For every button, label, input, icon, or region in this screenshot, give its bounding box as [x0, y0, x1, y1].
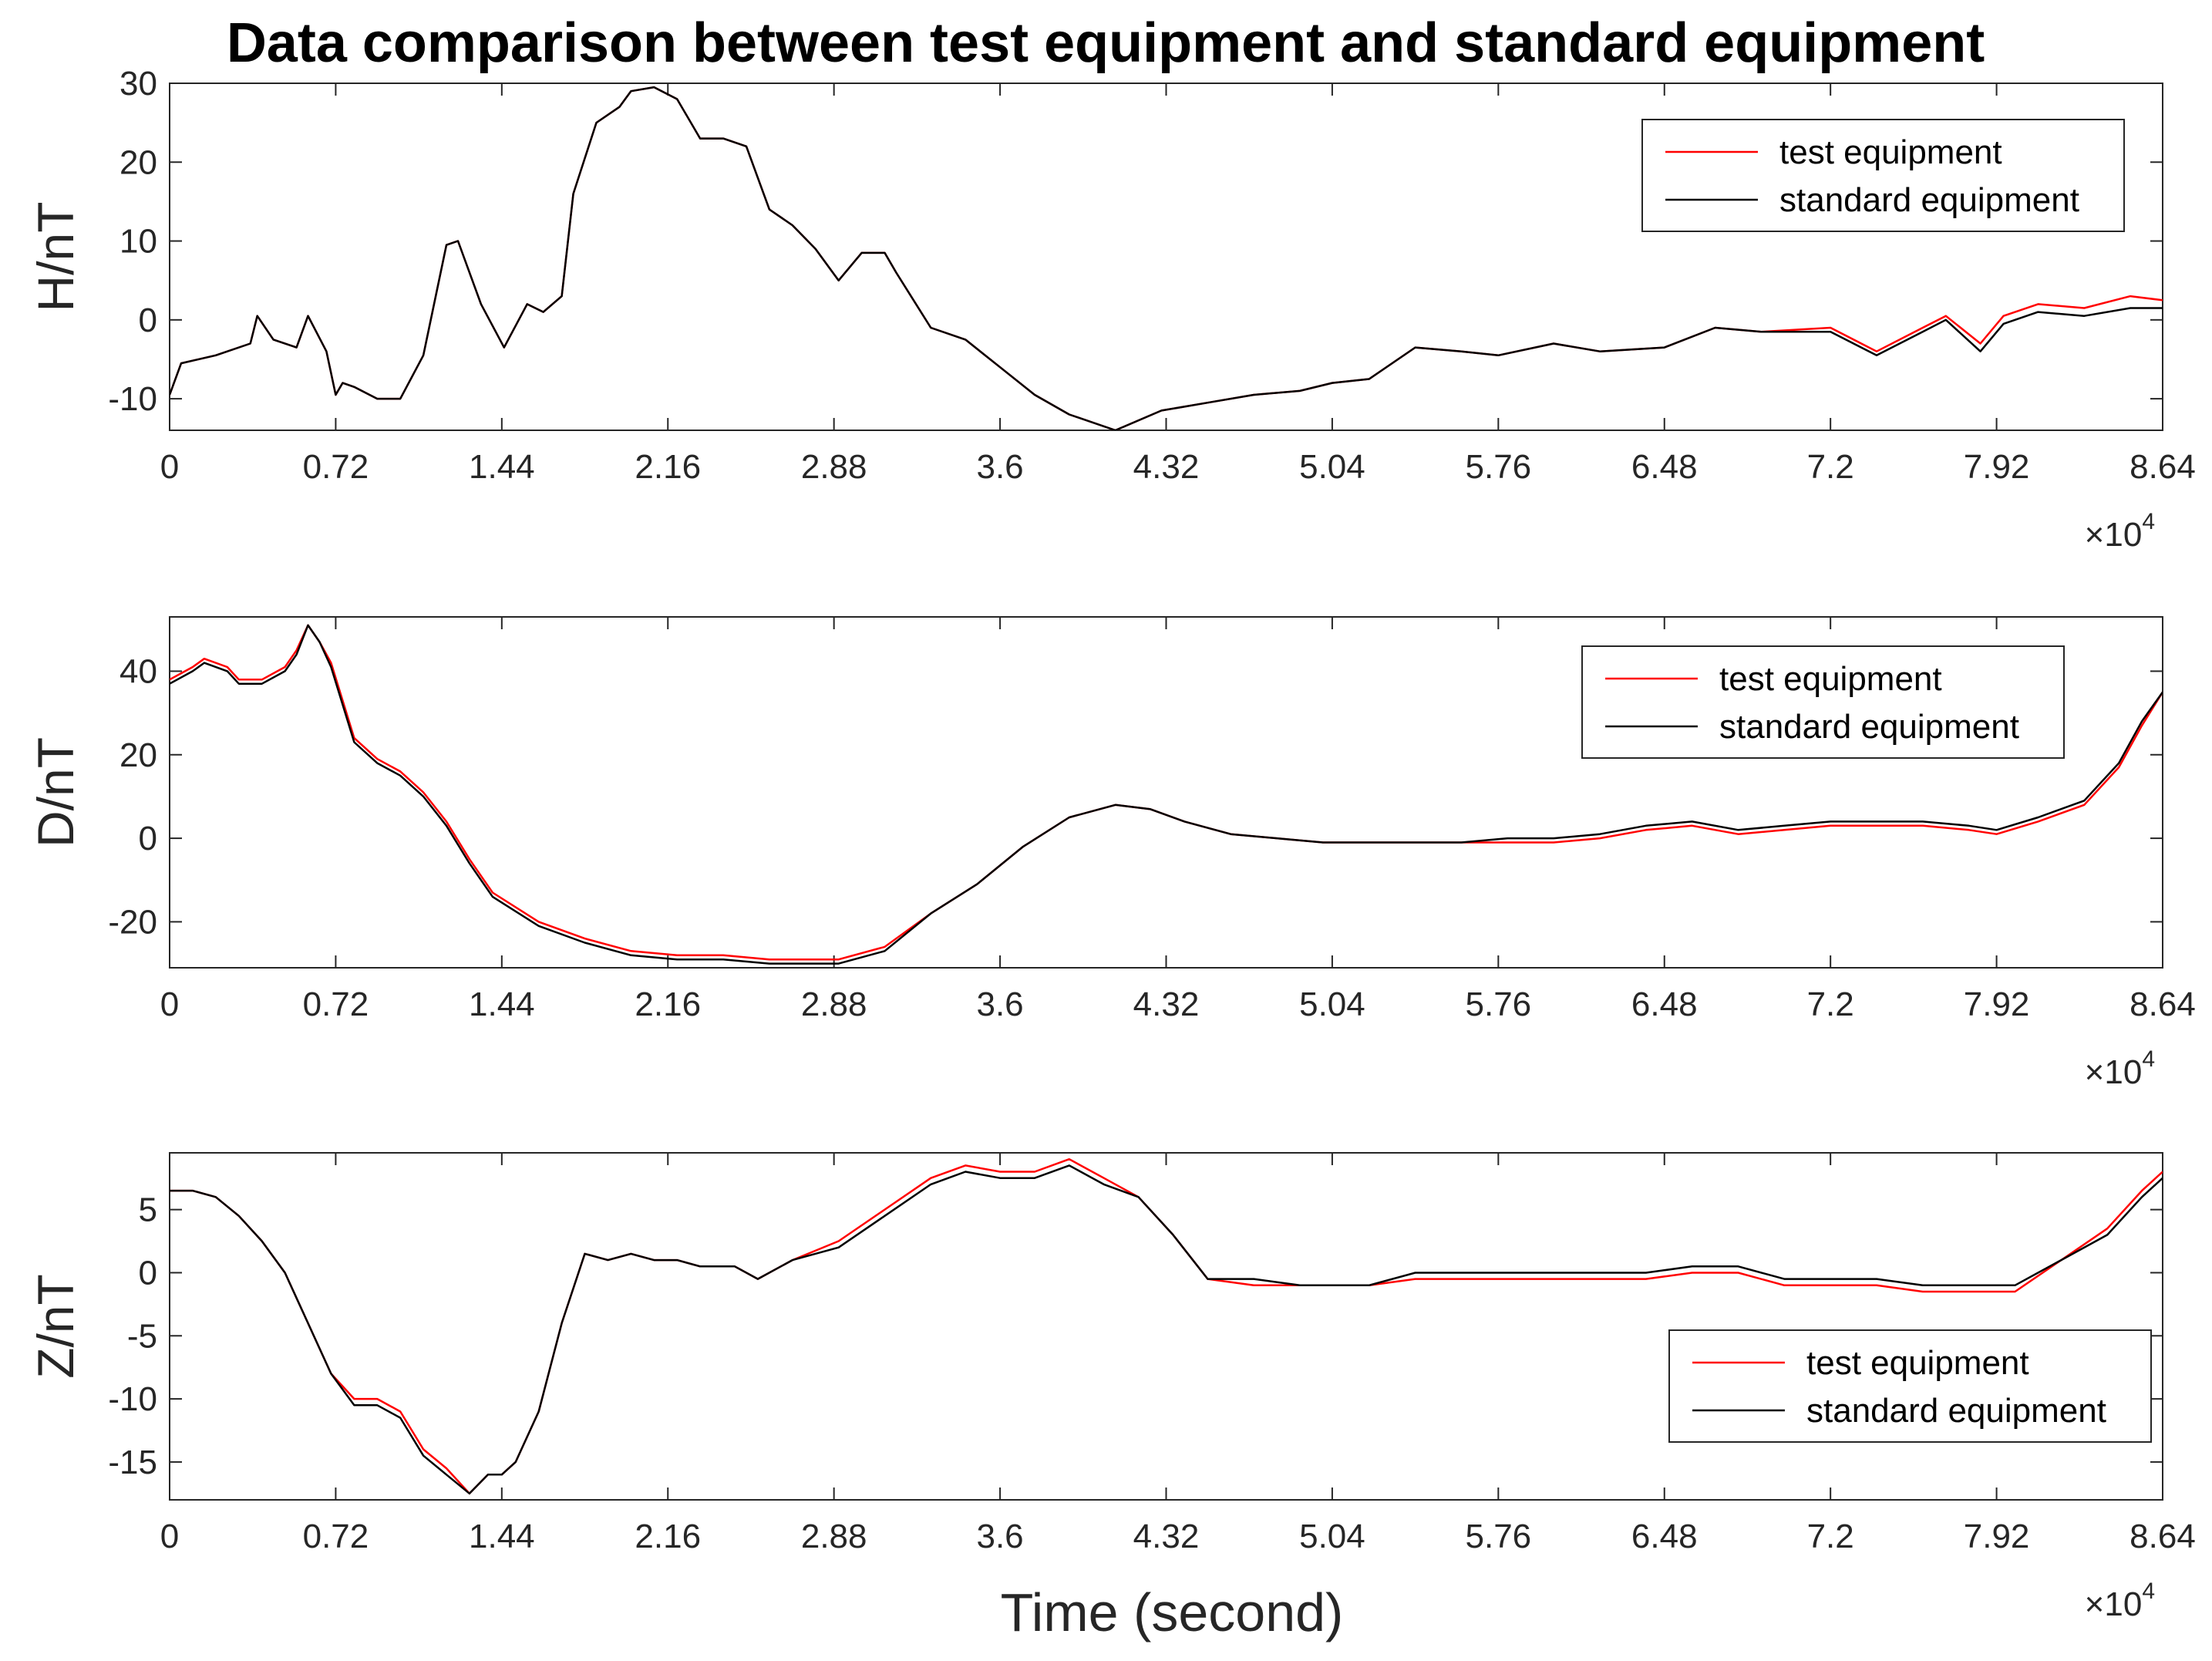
x-tick-label: 2.16: [635, 1518, 701, 1555]
y-tick-label: -5: [127, 1317, 157, 1355]
y-axis-label: D/nT: [27, 737, 84, 847]
x-tick-label: 7.92: [1964, 448, 2030, 486]
y-tick-label: 30: [120, 65, 157, 103]
y-tick-label: -10: [108, 380, 157, 418]
x-tick-label: 2.16: [635, 985, 701, 1023]
x-tick-label: 2.16: [635, 448, 701, 486]
y-tick-label: 0: [139, 1254, 157, 1292]
x-tick-label: 8.64: [2130, 448, 2196, 486]
panel-d-nt: 0 0.72 1.44 2.16 2.88 3.6 4.32 5.04 5.76 6.48 7.2 7…: [27, 616, 2196, 1091]
series-line-test-equipment: [170, 1157, 2163, 1495]
x-tick-label: 2.88: [801, 448, 867, 486]
x-tick-label: 4.32: [1133, 985, 1200, 1023]
series-line-standard-equipment: [170, 624, 2163, 965]
axes-box: [169, 1152, 2163, 1501]
series-line-standard-equipment: [170, 1164, 2163, 1495]
y-tick-label: 20: [120, 143, 157, 181]
legend-box: [1641, 119, 2125, 232]
y-tick-label: -20: [108, 903, 157, 941]
legend-box: [1668, 1329, 2152, 1443]
x-tick-label: 3.6: [976, 1518, 1023, 1555]
legend-label-test: test equipment: [1806, 1344, 2029, 1382]
x-tick-label: 1.44: [469, 985, 535, 1023]
legend-label-test: test equipment: [1719, 660, 1942, 698]
x-tick-label: 3.6: [976, 985, 1023, 1023]
x-tick-label: 0.72: [303, 448, 369, 486]
legend: test equipment standard equipment: [1581, 645, 2065, 759]
x-tick-label: 5.76: [1466, 448, 1532, 486]
x-tick-label: 4.32: [1133, 448, 1200, 486]
y-tick-label: 5: [139, 1191, 157, 1229]
x-tick-label: 6.48: [1631, 985, 1698, 1023]
x-tick-label: 5.04: [1299, 448, 1365, 486]
x-tick-label: 7.2: [1807, 985, 1854, 1023]
legend-label-standard: standard equipment: [1779, 181, 2079, 219]
x-tick-label: 3.6: [976, 448, 1023, 486]
x-tick-label: 6.48: [1631, 448, 1698, 486]
legend-label-standard: standard equipment: [1806, 1392, 2106, 1430]
x-tick-label: 7.92: [1964, 985, 2030, 1023]
x-tick-label: 0: [160, 448, 179, 486]
x-tick-label: 0.72: [303, 985, 369, 1023]
y-tick-label: 20: [120, 736, 157, 774]
y-tick-label: 40: [120, 652, 157, 690]
legend-box: [1581, 645, 2065, 759]
x-tick-label: 2.88: [801, 1518, 867, 1555]
x-tick-label: 6.48: [1631, 1518, 1698, 1555]
x-tick-label: 5.76: [1466, 1518, 1532, 1555]
y-tick-label: -15: [108, 1444, 157, 1481]
x-tick-label: 1.44: [469, 1518, 535, 1555]
x-tick-label: 7.2: [1807, 448, 1854, 486]
y-tick-label: 0: [139, 820, 157, 857]
x-tick-label: 7.2: [1807, 1518, 1854, 1555]
x-tick-label: 7.92: [1964, 1518, 2030, 1555]
x-tick-label: 1.44: [469, 448, 535, 486]
x-tick-label: 5.04: [1299, 1518, 1365, 1555]
x-tick-label: 5.04: [1299, 985, 1365, 1023]
legend: test equipment standard equipment: [1668, 1329, 2152, 1443]
x-tick-label: 2.88: [801, 985, 867, 1023]
x-multiplier: ×104: [2085, 1578, 2155, 1623]
figure-title: Data comparison between test equipment a…: [227, 12, 1985, 74]
y-axis-label: Z/nT: [27, 1274, 84, 1379]
x-axis-label: Time (second): [1001, 1582, 1344, 1642]
x-multiplier: ×104: [2085, 509, 2155, 554]
y-tick-label: -10: [108, 1380, 157, 1418]
x-multiplier: ×104: [2085, 1046, 2155, 1091]
x-tick-label: 4.32: [1133, 1518, 1200, 1555]
panel-h-nt: 0 0.72 1.44 2.16 2.88 3.6 4.32 5.04 5.76 6.48 7.2 7…: [27, 65, 2196, 554]
panels: 0 0.72 1.44 2.16 2.88 3.6 4.32 5.04 5.76 6.48 7.2 7…: [27, 65, 2196, 1623]
legend: test equipment standard equipment: [1641, 119, 2125, 232]
series-line-standard-equipment: [170, 86, 2163, 430]
panel-z-nt: 0 0.72 1.44 2.16 2.88 3.6 4.32 5.04 5.76 6.48 7.2 7…: [27, 1152, 2196, 1623]
legend-label-standard: standard equipment: [1719, 708, 2019, 746]
y-tick-label: 0: [139, 302, 157, 339]
x-tick-label: 0: [160, 985, 179, 1023]
legend-label-test: test equipment: [1779, 133, 2002, 171]
x-tick-label: 8.64: [2130, 985, 2196, 1023]
x-tick-label: 0.72: [303, 1518, 369, 1555]
y-tick-label: 10: [120, 223, 157, 261]
x-tick-label: 5.76: [1466, 985, 1532, 1023]
x-tick-label: 8.64: [2130, 1518, 2196, 1555]
x-tick-label: 0: [160, 1518, 179, 1555]
y-axis-label: H/nT: [27, 201, 84, 312]
